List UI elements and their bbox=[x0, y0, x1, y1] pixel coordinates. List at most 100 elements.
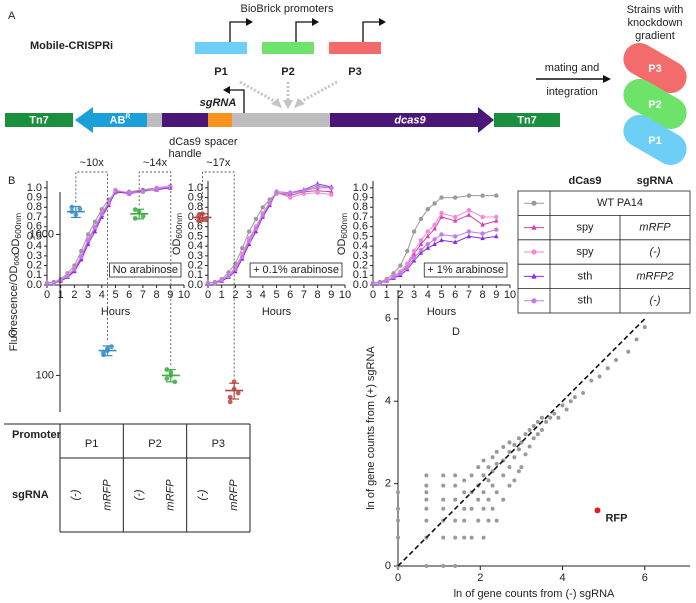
fold-bracket bbox=[202, 171, 235, 380]
marker bbox=[531, 224, 537, 230]
data-point bbox=[235, 390, 241, 396]
promoter-arrow bbox=[362, 21, 379, 42]
x-axis-label: ln of gene counts from (-) sgRNA bbox=[454, 588, 615, 600]
marker bbox=[253, 216, 259, 222]
arrowhead bbox=[379, 18, 386, 26]
legend-text: (-) bbox=[650, 246, 661, 258]
legend-header: dCas9 bbox=[568, 175, 601, 187]
marker bbox=[154, 186, 159, 192]
data-point bbox=[512, 478, 517, 483]
annotation-box bbox=[423, 262, 508, 278]
data-point bbox=[441, 483, 446, 488]
fold-bracket bbox=[138, 171, 172, 366]
marker bbox=[274, 189, 279, 194]
data-point bbox=[481, 535, 486, 540]
y-tick-label: 0.3 bbox=[27, 250, 42, 262]
data-point bbox=[462, 518, 467, 523]
marker bbox=[432, 222, 437, 227]
data-point bbox=[512, 442, 517, 447]
data-point bbox=[523, 432, 528, 437]
marker bbox=[65, 274, 70, 279]
strains-label: Strains with bbox=[627, 4, 684, 16]
promoter-arrow bbox=[229, 21, 246, 42]
marker bbox=[432, 237, 437, 242]
x-tick-label: 6 bbox=[452, 289, 458, 301]
y-tick-label: 0.2 bbox=[353, 259, 368, 271]
y-axis-label-sub: 600nm bbox=[174, 213, 184, 239]
y-tick-label: 0.7 bbox=[27, 211, 42, 223]
marker bbox=[301, 188, 307, 193]
marker bbox=[466, 208, 472, 213]
y-axis-label: OD600nm bbox=[336, 213, 349, 255]
data-point bbox=[396, 535, 400, 540]
x-tick-label: 2 bbox=[477, 572, 483, 584]
x-tick-label: 9 bbox=[167, 289, 173, 301]
data-point bbox=[462, 535, 467, 540]
y-tick-label: 0.1 bbox=[353, 269, 368, 281]
marker bbox=[425, 245, 430, 250]
marker bbox=[494, 214, 499, 220]
marker bbox=[439, 237, 444, 243]
abr-label: ABR bbox=[110, 113, 131, 126]
category-label: (-) bbox=[70, 489, 82, 500]
data-point bbox=[453, 483, 458, 488]
data-point bbox=[453, 535, 458, 540]
tn7-left bbox=[5, 113, 73, 127]
arrowhead bbox=[283, 100, 293, 109]
marker bbox=[453, 234, 458, 239]
x-tick-label: 5 bbox=[112, 289, 118, 301]
data-point bbox=[486, 497, 491, 502]
data-point bbox=[486, 478, 491, 483]
arrow-label: integration bbox=[546, 86, 597, 98]
y-tick-label: 0.8 bbox=[353, 201, 368, 213]
x-tick-label: 6 bbox=[287, 289, 293, 301]
marker bbox=[418, 241, 424, 246]
x-tick-label: 8 bbox=[315, 289, 321, 301]
legend-header: sgRNA bbox=[637, 175, 674, 187]
strain-pill: P1 bbox=[623, 115, 687, 165]
data-point bbox=[507, 465, 512, 470]
x-tick-label: 10 bbox=[178, 289, 190, 301]
pill bbox=[623, 43, 687, 93]
y-tick-label: 0.4 bbox=[188, 240, 203, 252]
promoter-label: P1 bbox=[214, 66, 227, 78]
y-tick-label: 0.9 bbox=[27, 191, 42, 203]
marker bbox=[439, 232, 444, 237]
data-point bbox=[140, 213, 146, 219]
x-tick-label: 4 bbox=[559, 572, 565, 584]
x-tick-label: 1 bbox=[384, 289, 390, 301]
y-tick-label: 4 bbox=[385, 395, 391, 407]
y-tick-label: 0.2 bbox=[27, 259, 42, 271]
y-tick-label: 0.3 bbox=[353, 250, 368, 262]
x-axis-label: Hours bbox=[262, 306, 292, 318]
marker bbox=[405, 248, 410, 254]
data-point bbox=[469, 506, 474, 511]
marker bbox=[418, 216, 424, 222]
marker bbox=[92, 219, 98, 225]
data-point bbox=[581, 390, 586, 395]
data-point bbox=[626, 349, 631, 354]
dcas9-handle bbox=[162, 113, 208, 127]
y-tick-label: 0.5 bbox=[188, 230, 203, 242]
data-point bbox=[481, 473, 486, 478]
y-axis-label-main: OD bbox=[10, 238, 22, 255]
data-point bbox=[441, 535, 446, 540]
marker bbox=[79, 254, 84, 260]
data-point bbox=[462, 490, 467, 495]
marker bbox=[480, 231, 485, 236]
data-point bbox=[519, 465, 524, 470]
marker bbox=[531, 200, 537, 206]
marker bbox=[79, 256, 84, 262]
marker bbox=[480, 221, 485, 227]
data-point bbox=[486, 518, 491, 523]
marker bbox=[439, 214, 444, 219]
arrowhead bbox=[223, 86, 230, 94]
data-point bbox=[396, 506, 400, 511]
x-tick-label: 4 bbox=[425, 289, 431, 301]
x-tick-label: 8 bbox=[154, 289, 160, 301]
marker bbox=[418, 238, 424, 243]
x-tick-label: 4 bbox=[99, 289, 105, 301]
data-point bbox=[453, 497, 458, 502]
y-axis-label: OD600nm bbox=[171, 213, 184, 255]
